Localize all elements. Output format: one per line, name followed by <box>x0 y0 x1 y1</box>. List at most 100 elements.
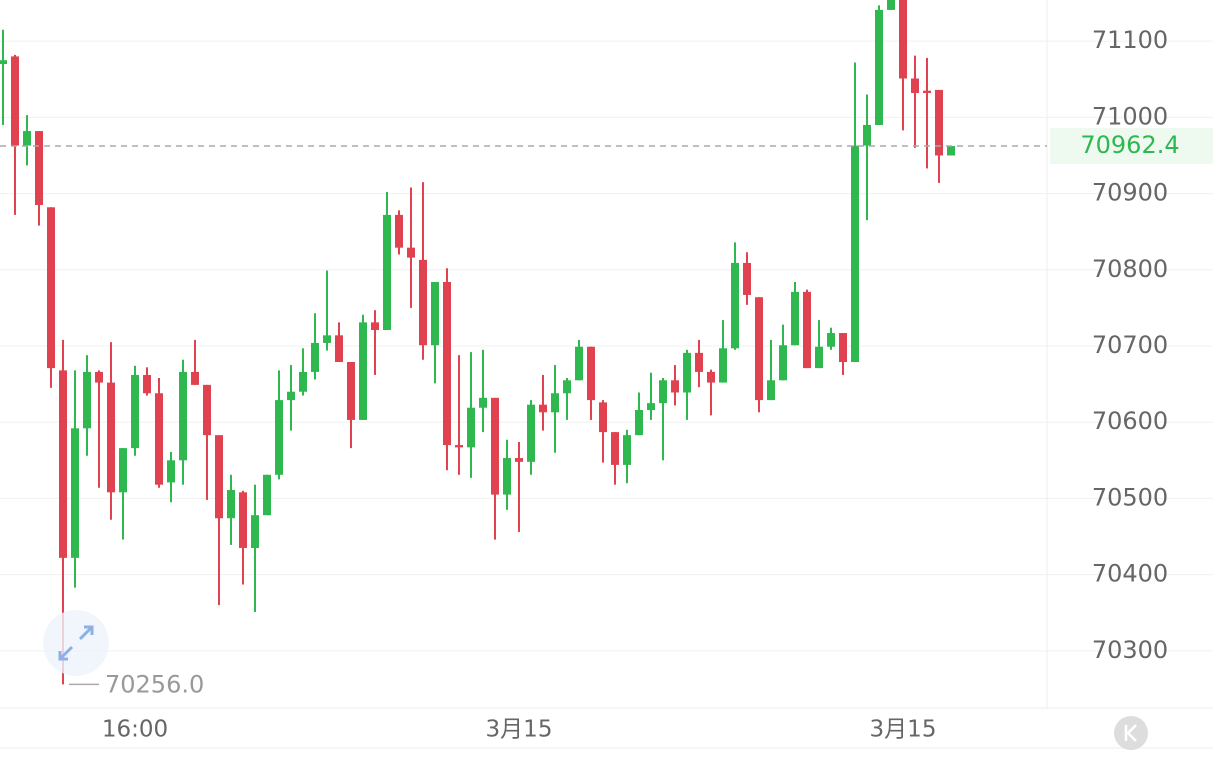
candle-body <box>743 262 751 295</box>
candle-body <box>23 131 31 146</box>
candle-body <box>239 492 247 548</box>
candle-body <box>527 404 535 462</box>
collapse-button[interactable] <box>1114 716 1148 750</box>
candle-body <box>587 346 595 401</box>
candle-body <box>803 291 811 369</box>
candle-body <box>611 432 619 465</box>
x-tick-label: 3月15 <box>870 717 937 743</box>
x-tick-label: 3月15 <box>486 717 553 743</box>
candle-body <box>899 0 907 79</box>
candle-body <box>323 335 331 343</box>
candle-body <box>839 333 847 363</box>
y-tick-label: 70800 <box>1092 255 1168 283</box>
candle-body <box>659 380 667 404</box>
candle-body <box>863 124 871 146</box>
candle-body <box>599 402 607 433</box>
candle-body <box>515 458 523 462</box>
last-price-bg <box>1050 128 1213 165</box>
grid: 70300 70400 70500 70600 70700 70800 70900 71000… <box>0 26 1213 664</box>
candle-body <box>635 410 643 436</box>
candle-body <box>131 374 139 449</box>
x-tick-label: 16:00 <box>102 717 168 743</box>
candle-body <box>575 346 583 381</box>
candle-body <box>815 346 823 369</box>
candle-body <box>203 384 211 436</box>
candle-body <box>755 297 763 401</box>
candle-body <box>95 371 103 383</box>
candle-body <box>0 60 7 65</box>
candle-body <box>383 214 391 330</box>
candle-body <box>299 371 307 392</box>
candle-body <box>707 371 715 383</box>
candle-body <box>335 335 343 363</box>
candle-body <box>443 281 451 446</box>
candle-body <box>359 322 367 420</box>
candle-body <box>479 397 487 408</box>
candle-body <box>827 333 835 347</box>
y-tick-label: 70600 <box>1092 407 1168 435</box>
y-tick-label: 70400 <box>1092 560 1168 588</box>
candle-body <box>455 445 463 448</box>
candle-body <box>923 90 931 93</box>
candle-body <box>467 407 475 448</box>
candle-body <box>407 247 415 258</box>
candle-body <box>71 428 79 558</box>
candle-body <box>887 0 895 10</box>
y-tick-label: 70900 <box>1092 179 1168 207</box>
candle-body <box>167 460 175 483</box>
candle-body <box>935 89 943 156</box>
candle-body <box>623 435 631 465</box>
candle-body <box>779 345 787 381</box>
candle-body <box>143 374 151 394</box>
overlay: 16:00 3月15 3月15 70962.4 70256.0 <box>0 128 1213 743</box>
expand-button[interactable] <box>43 610 109 676</box>
candle-body <box>539 404 547 413</box>
y-tick-label: 70300 <box>1092 636 1168 664</box>
candle-body <box>119 448 127 493</box>
candle-body <box>491 397 499 495</box>
candle-body <box>731 262 739 349</box>
candle-body <box>419 259 427 346</box>
candle-body <box>563 380 571 394</box>
candle-body <box>191 371 199 385</box>
candle-body <box>347 362 355 420</box>
candle-body <box>155 393 163 485</box>
candle-body <box>719 348 727 383</box>
candle-body <box>947 146 955 156</box>
candle-body <box>395 214 403 248</box>
candle-body <box>251 515 259 548</box>
candle-body <box>875 9 883 125</box>
candle-body <box>275 400 283 475</box>
y-tick-label: 71100 <box>1092 26 1168 54</box>
candle-body <box>431 281 439 346</box>
last-price-label: 70962.4 <box>1080 131 1179 159</box>
candle-body <box>263 474 271 516</box>
candle-body <box>647 403 655 411</box>
candle-body <box>47 207 55 369</box>
candle-body <box>227 490 235 519</box>
candle-body <box>683 352 691 393</box>
candle-body <box>911 78 919 93</box>
y-tick-label: 71000 <box>1092 102 1168 130</box>
low-label: 70256.0 <box>105 670 204 698</box>
candle-body <box>107 382 115 493</box>
candle-body <box>215 435 223 519</box>
candle-body <box>851 145 859 363</box>
candle-body <box>371 322 379 330</box>
candle-body <box>767 380 775 401</box>
candle-body <box>551 393 559 413</box>
candle-body <box>287 391 295 401</box>
candle-body <box>671 380 679 393</box>
candle-body <box>35 131 43 206</box>
candle-body <box>311 342 319 372</box>
y-tick-label: 70500 <box>1092 483 1168 511</box>
candle-body <box>695 352 703 372</box>
candle-body <box>11 56 19 146</box>
candle-body <box>791 291 799 346</box>
candle-body <box>83 371 91 429</box>
y-tick-label: 70700 <box>1092 331 1168 359</box>
candle-body <box>59 370 67 558</box>
candles <box>0 0 955 685</box>
